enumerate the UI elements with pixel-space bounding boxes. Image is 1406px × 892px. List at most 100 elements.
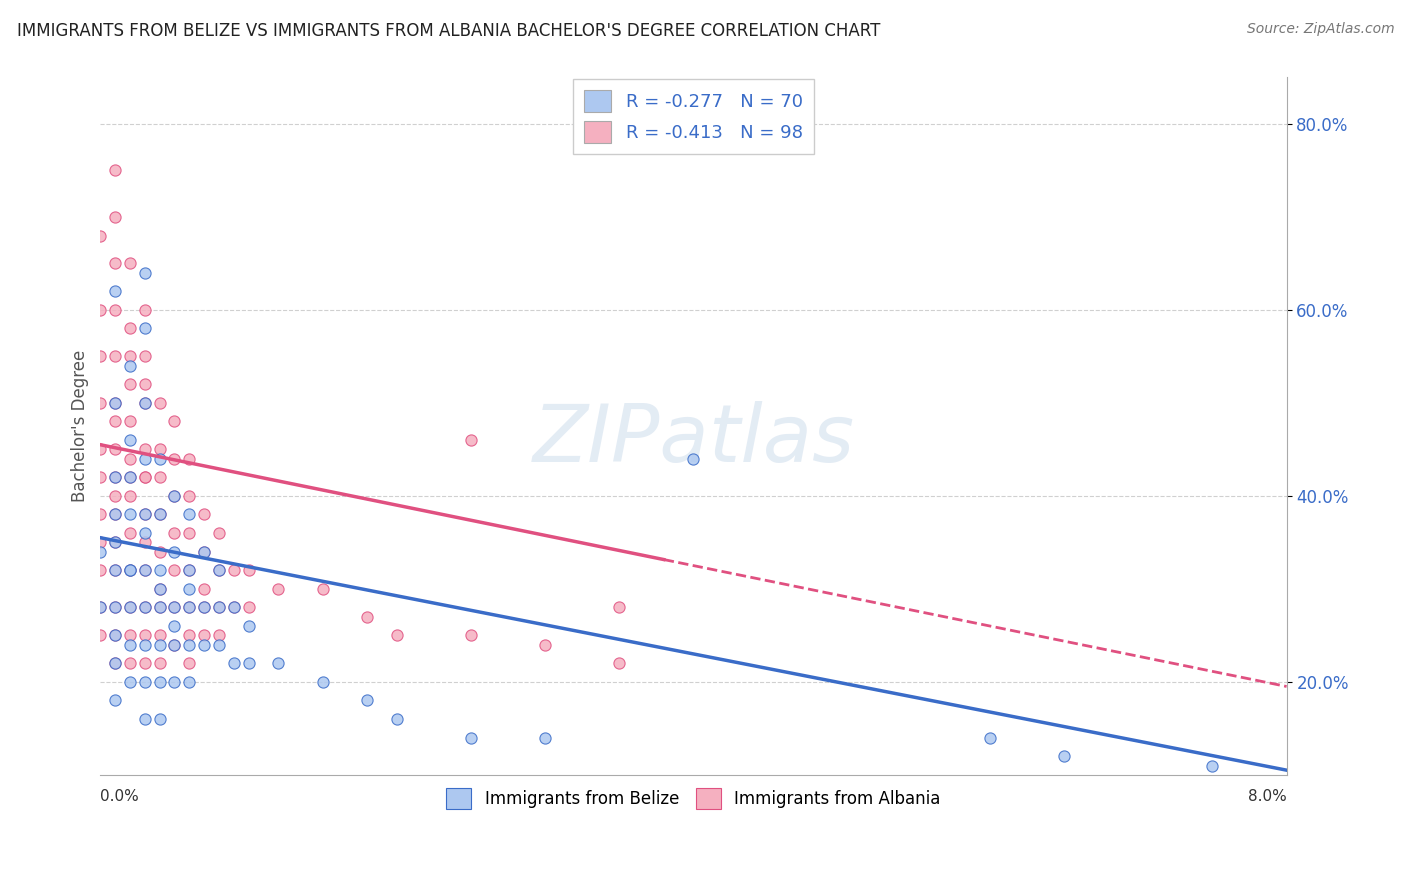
Point — [118, 433, 141, 447]
Point — [104, 470, 127, 484]
Point — [134, 470, 156, 484]
Point — [312, 674, 335, 689]
Point — [104, 508, 127, 522]
Point — [267, 657, 290, 671]
Point — [89, 508, 111, 522]
Point — [89, 350, 111, 364]
Point — [149, 582, 172, 596]
Point — [118, 600, 141, 615]
Point — [118, 563, 141, 577]
Point — [1053, 749, 1076, 764]
Point — [104, 535, 127, 549]
Point — [118, 628, 141, 642]
Point — [134, 526, 156, 541]
Point — [134, 657, 156, 671]
Point — [134, 396, 156, 410]
Point — [104, 302, 127, 317]
Point — [179, 657, 201, 671]
Point — [208, 600, 231, 615]
Point — [356, 693, 378, 707]
Point — [385, 712, 408, 726]
Point — [163, 489, 186, 503]
Point — [89, 600, 111, 615]
Point — [134, 396, 156, 410]
Point — [179, 600, 201, 615]
Point — [134, 377, 156, 392]
Point — [104, 396, 127, 410]
Point — [149, 600, 172, 615]
Point — [208, 526, 231, 541]
Point — [89, 563, 111, 577]
Point — [149, 563, 172, 577]
Point — [118, 508, 141, 522]
Point — [238, 619, 260, 633]
Point — [193, 544, 215, 558]
Point — [89, 228, 111, 243]
Point — [607, 657, 630, 671]
Point — [267, 582, 290, 596]
Point — [118, 415, 141, 429]
Point — [163, 619, 186, 633]
Point — [104, 508, 127, 522]
Point — [134, 628, 156, 642]
Point — [179, 526, 201, 541]
Point — [118, 563, 141, 577]
Point — [104, 350, 127, 364]
Point — [222, 657, 245, 671]
Point — [163, 415, 186, 429]
Point — [534, 731, 557, 745]
Point — [163, 451, 186, 466]
Text: 8.0%: 8.0% — [1249, 789, 1286, 804]
Point — [134, 600, 156, 615]
Point — [89, 535, 111, 549]
Point — [193, 600, 215, 615]
Point — [385, 628, 408, 642]
Point — [179, 582, 201, 596]
Point — [104, 470, 127, 484]
Point — [222, 600, 245, 615]
Point — [193, 628, 215, 642]
Point — [134, 266, 156, 280]
Point — [163, 600, 186, 615]
Point — [118, 350, 141, 364]
Legend: Immigrants from Belize, Immigrants from Albania: Immigrants from Belize, Immigrants from … — [440, 781, 948, 815]
Point — [179, 563, 201, 577]
Point — [104, 256, 127, 270]
Point — [89, 470, 111, 484]
Point — [460, 731, 482, 745]
Point — [104, 285, 127, 299]
Point — [179, 489, 201, 503]
Point — [134, 442, 156, 457]
Point — [163, 638, 186, 652]
Point — [104, 657, 127, 671]
Point — [118, 600, 141, 615]
Point — [193, 638, 215, 652]
Point — [149, 712, 172, 726]
Point — [134, 302, 156, 317]
Point — [104, 415, 127, 429]
Point — [149, 674, 172, 689]
Point — [104, 163, 127, 178]
Point — [179, 563, 201, 577]
Point — [238, 600, 260, 615]
Point — [149, 544, 172, 558]
Point — [118, 359, 141, 373]
Point — [208, 638, 231, 652]
Point — [104, 628, 127, 642]
Point — [104, 563, 127, 577]
Point — [134, 563, 156, 577]
Point — [104, 396, 127, 410]
Point — [134, 508, 156, 522]
Point — [118, 526, 141, 541]
Text: 0.0%: 0.0% — [100, 789, 139, 804]
Point — [179, 451, 201, 466]
Point — [356, 609, 378, 624]
Point — [208, 563, 231, 577]
Point — [89, 628, 111, 642]
Point — [104, 600, 127, 615]
Point — [163, 526, 186, 541]
Point — [118, 451, 141, 466]
Point — [89, 600, 111, 615]
Point — [149, 396, 172, 410]
Point — [179, 674, 201, 689]
